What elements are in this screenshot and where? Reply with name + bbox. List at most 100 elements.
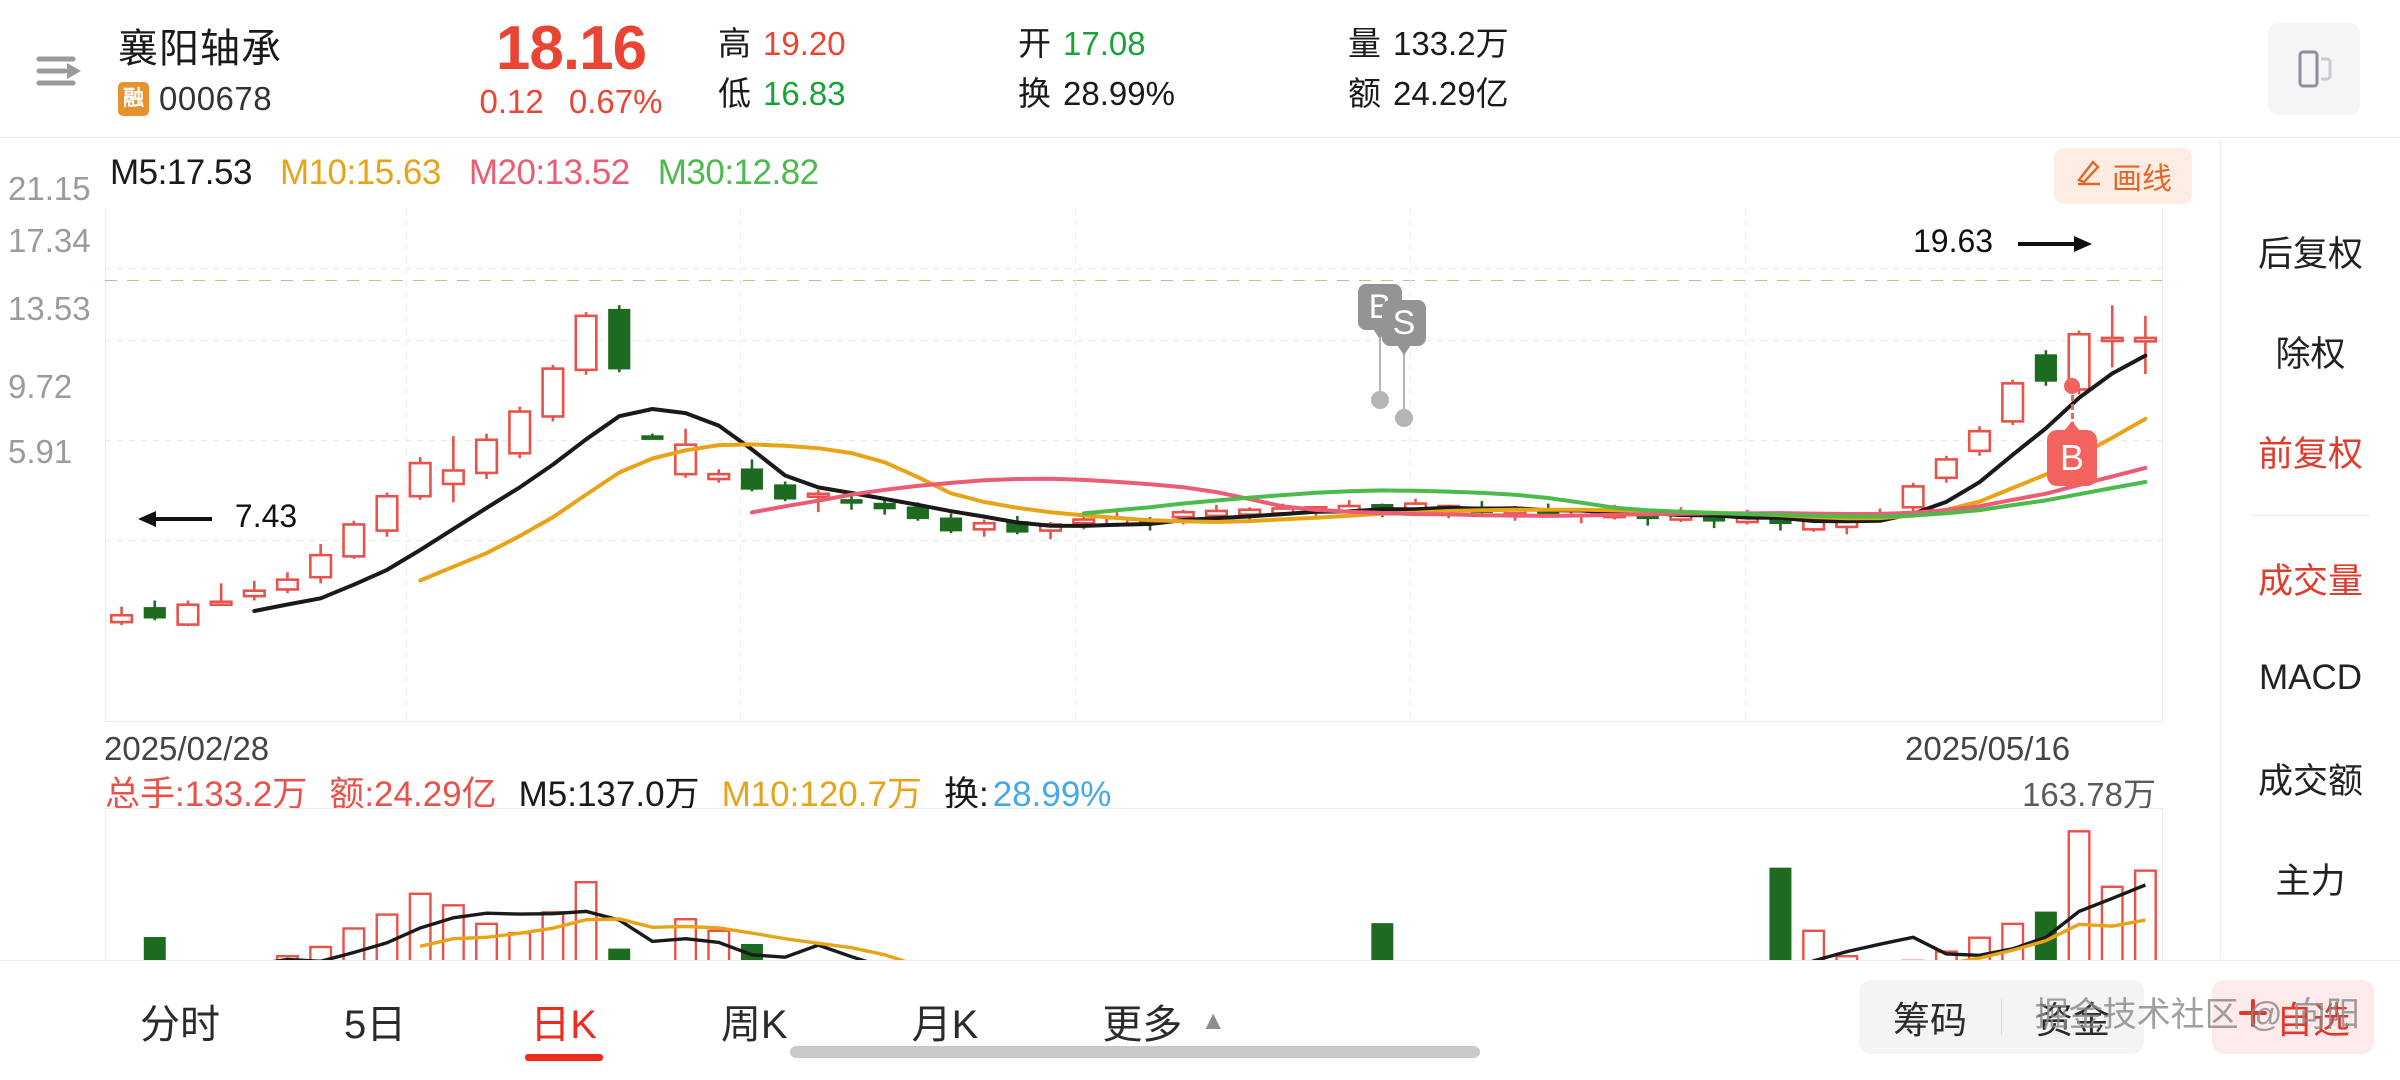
period-low-annotation: 7.43 xyxy=(138,498,297,535)
stat-value-low: 16.83 xyxy=(763,74,846,112)
pencil-icon xyxy=(2074,157,2104,195)
secondary-button-group: 筹码 资金 xyxy=(1859,980,2144,1054)
vgrid-3 xyxy=(1075,208,1076,721)
phone-landscape-icon[interactable] xyxy=(2268,22,2360,115)
change-percent: 0.67% xyxy=(568,82,663,120)
ma20-legend: M20:13.52 xyxy=(468,153,630,192)
sidebar-label-qianfuquan: 前复权 xyxy=(2257,434,2363,474)
buy-marker-dot xyxy=(1371,391,1389,409)
y-tick-3: 9.72 xyxy=(8,368,73,405)
stat-col-open-turnover: 开 17.08 换 28.99% xyxy=(1018,19,1348,119)
stat-key-amount: 额 xyxy=(1348,74,1381,112)
tab-scroll-indicator[interactable] xyxy=(790,1046,1480,1058)
draw-line-label: 画线 xyxy=(2112,163,2172,196)
sidebar-item-qianfuquan[interactable]: 前复权 xyxy=(2221,401,2400,501)
y-tick-1: 17.34 xyxy=(8,222,91,259)
volume-pane-top-border xyxy=(105,808,2163,809)
tab-label-daily-k: 日K xyxy=(530,1002,597,1047)
chart-date-end: 2025/05/16 xyxy=(1905,730,2071,767)
tab-label-weekly-k: 周K xyxy=(720,1002,788,1047)
y-tick-4: 5.91 xyxy=(8,433,73,470)
chart-date-start: 2025/02/28 xyxy=(104,730,270,767)
ma-legend-strip: M5:17.53 M10:15.63 M20:13.52 M30:12.82 xyxy=(0,139,2180,207)
add-button-label: 自选 xyxy=(2276,1000,2350,1041)
stock-identity[interactable]: 襄阳轴承 融 000678 xyxy=(118,20,418,118)
stat-value-high: 19.20 xyxy=(763,24,846,62)
stat-value-amount: 24.29亿 xyxy=(1393,74,1509,112)
volume-amount-label: 额:24.29亿 xyxy=(329,775,497,814)
tab-label-more: 更多 xyxy=(1102,1002,1183,1047)
sidebar-divider xyxy=(2251,515,2370,516)
tab-daily-k[interactable]: 日K xyxy=(520,961,607,1080)
buy-tag-head: B xyxy=(2047,430,2097,486)
stat-key-volume: 量 xyxy=(1348,24,1381,62)
tab-active-underline xyxy=(524,1053,603,1061)
price-change: 0.12 0.67% xyxy=(424,83,718,121)
back-arrow-icon[interactable] xyxy=(0,0,118,138)
stat-col-volume-amount: 量 133.2万 额 24.29亿 xyxy=(1348,19,1648,119)
fund-flow-button[interactable]: 资金 xyxy=(2002,980,2144,1054)
sidebar-item-volume[interactable]: 成交量 xyxy=(2221,528,2400,628)
sidebar-label-chuquan: 除权 xyxy=(2275,334,2346,374)
stat-key-turnover: 换 xyxy=(1018,74,1051,112)
sidebar-item-macd[interactable]: MACD xyxy=(2221,628,2400,728)
add-to-watchlist-button[interactable]: 自选 xyxy=(2212,980,2374,1054)
sidebar-item-main-force[interactable]: 主力 xyxy=(2221,828,2400,928)
vgrid-1 xyxy=(406,208,407,721)
buy-tag-stem xyxy=(2071,386,2074,428)
chip-distribution-button[interactable]: 筹码 xyxy=(1859,980,2001,1054)
vgrid-5 xyxy=(1745,208,1746,721)
gridline-9 xyxy=(105,540,2162,541)
volume-pane-right-border xyxy=(2162,808,2163,1058)
y-tick-0: 21.15 xyxy=(8,170,91,207)
fund-button-label: 资金 xyxy=(2036,1000,2110,1041)
sidebar-label-macd: MACD xyxy=(2258,658,2363,697)
tab-label-monthly-k: 月K xyxy=(911,1002,979,1047)
stock-code: 000678 xyxy=(159,79,273,117)
tab-fenshi[interactable]: 分时 xyxy=(130,961,230,1080)
tab-label-fenshi: 分时 xyxy=(140,1002,220,1047)
draw-line-button[interactable]: 画线 xyxy=(2054,148,2192,204)
ma30-legend: M30:12.82 xyxy=(657,153,819,192)
stat-key-low: 低 xyxy=(718,74,751,112)
tab-more[interactable]: 更多 ▲ xyxy=(1092,961,1236,1080)
buy-marker-stem xyxy=(1379,330,1381,398)
volume-max-label: 163.78万 xyxy=(2022,776,2156,813)
volume-total-label: 总手:133.2万 xyxy=(105,775,308,814)
gridline-13 xyxy=(105,440,2162,441)
vgrid-2 xyxy=(740,208,741,721)
stock-name: 襄阳轴承 xyxy=(118,26,282,71)
stat-key-high: 高 xyxy=(718,24,751,62)
sidebar-label-volume: 成交量 xyxy=(2257,561,2363,601)
bottom-tabbar: 分时 5日 日K 周K 月K 更多 ▲ 筹码 资金 自选 掘金技术社区 @ 向阳 xyxy=(0,960,2400,1080)
change-absolute: 0.12 xyxy=(479,82,544,120)
sidebar-item-chuquan[interactable]: 除权 xyxy=(2221,301,2400,401)
price-pane-right-border xyxy=(2162,208,2163,721)
stat-value-volume: 133.2万 xyxy=(1393,24,1509,62)
candlestick-canvas xyxy=(110,305,2157,627)
chip-button-label: 筹码 xyxy=(1893,1000,1967,1041)
last-price: 18.16 xyxy=(495,13,647,83)
ma10-legend: M10:15.63 xyxy=(279,153,441,192)
right-sidebar: 后复权 除权 前复权 成交量 MACD 成交额 主力 xyxy=(2220,139,2400,959)
sidebar-label-houfuquan: 后复权 xyxy=(2257,234,2363,274)
volume-turnover-value: 28.99% xyxy=(992,775,1112,814)
stat-key-open: 开 xyxy=(1018,24,1051,62)
volume-turnover-label: 换: xyxy=(943,775,989,814)
chart-area[interactable]: 21.15 17.34 13.53 9.72 5.91 19.63 7.43 B xyxy=(0,170,2178,1059)
tab-monthly-k[interactable]: 月K xyxy=(902,961,989,1080)
sidebar-item-houfuquan[interactable]: 后复权 xyxy=(2221,201,2400,301)
vgrid-4 xyxy=(1410,208,1411,721)
period-high-annotation: 19.63 xyxy=(1913,223,2092,260)
tab-5day[interactable]: 5日 xyxy=(334,961,416,1080)
gridline-17 xyxy=(105,340,2162,341)
y-tick-2: 13.53 xyxy=(8,290,91,327)
tab-weekly-k[interactable]: 周K xyxy=(711,961,798,1080)
chevron-up-icon: ▲ xyxy=(1200,1005,1227,1035)
gridline-21 xyxy=(105,268,2162,269)
sell-marker-stem xyxy=(1403,346,1405,416)
sidebar-item-amount[interactable]: 成交额 xyxy=(2221,728,2400,828)
volume-legend-strip: 总手:133.2万 额:24.29亿 M5:137.0万 M10:120.7万 … xyxy=(105,766,1111,817)
sidebar-label-amount: 成交额 xyxy=(2257,761,2363,801)
